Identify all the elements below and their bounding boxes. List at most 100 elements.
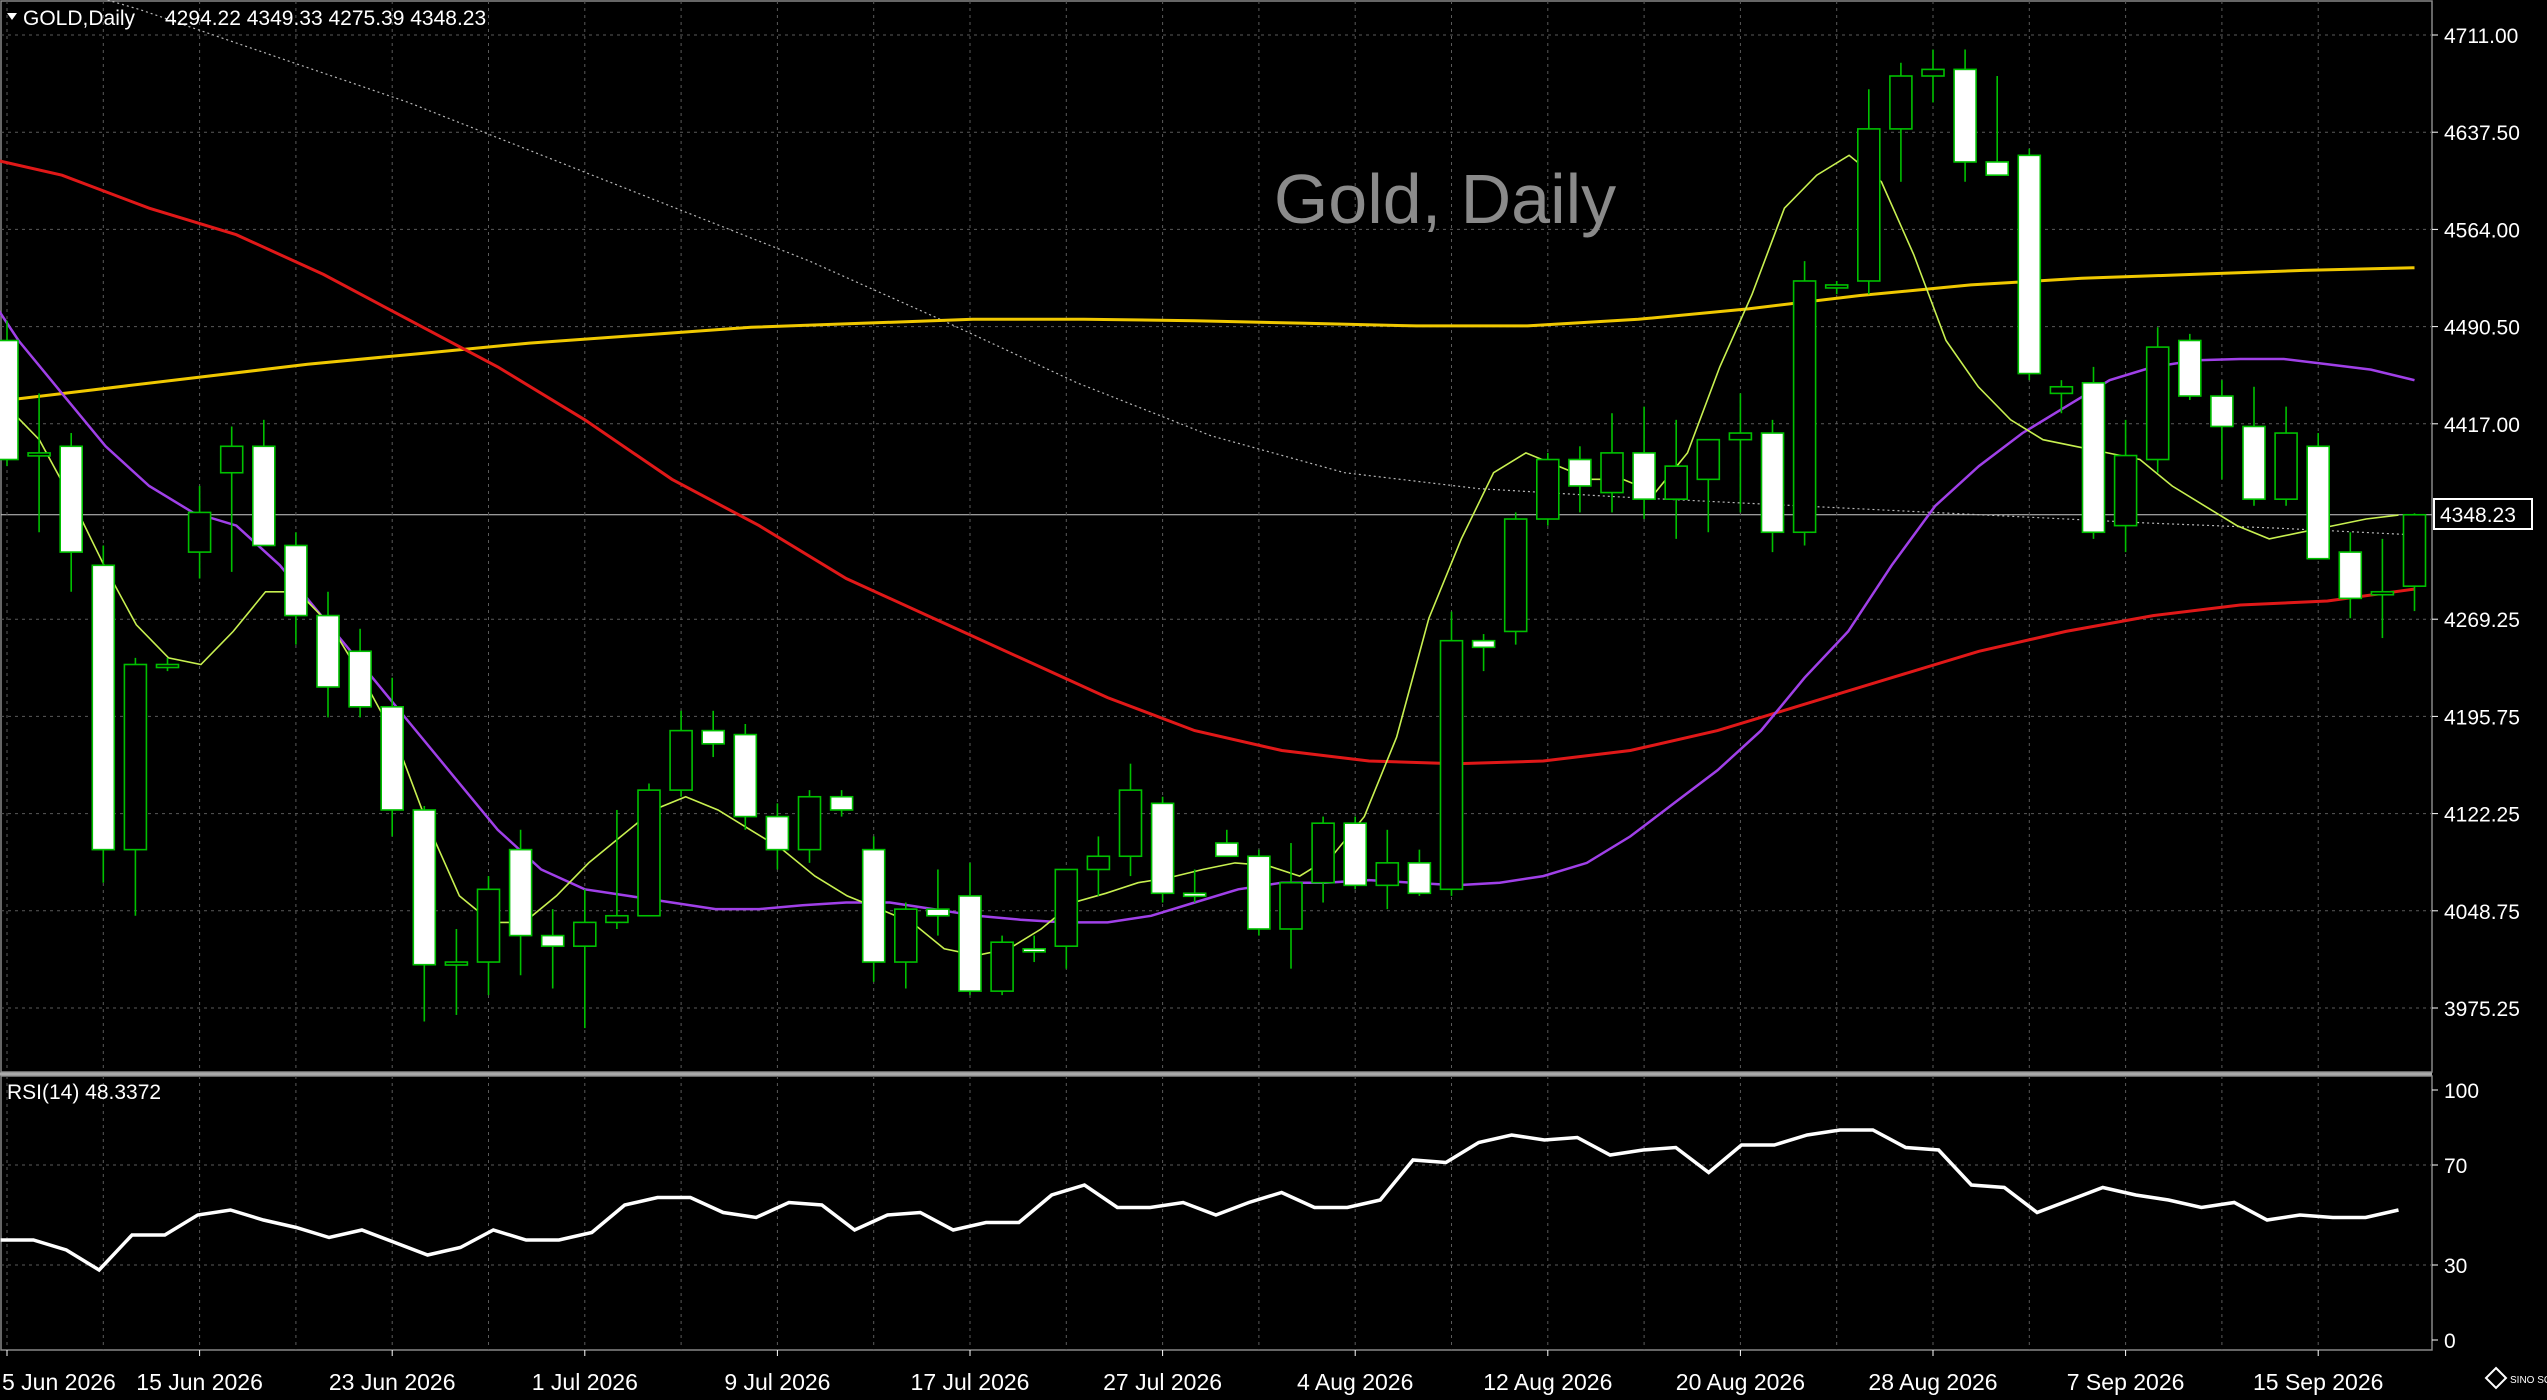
rsi-tick-label: 0 [2444,1330,2456,1353]
candle-body-bear [91,564,116,851]
candle [187,485,212,579]
candle-body-bull [2370,590,2395,596]
candle-body-bull [1086,855,1111,871]
candle-body-bear [284,544,308,617]
candle-body-bull [476,888,501,963]
candle-body-bear [0,339,19,461]
logo-text: SINO SOUND [2510,1375,2547,1386]
candle [155,657,180,672]
candle-body-bull [1054,868,1079,947]
candle [1536,452,1560,526]
candle [1022,935,1047,963]
candle [2210,380,2234,480]
candle [1343,816,1367,890]
x-tick-label: 9 Jul 2026 [724,1369,830,1395]
candle-body-bull [444,961,469,966]
candle [252,419,276,547]
candle-body-bull [1118,789,1143,858]
ohlc-values: 4294.22 4349.33 4275.39 4348.23 [165,7,486,30]
candle-body-bull [155,663,180,669]
y-tick-label: 4490.50 [2444,317,2520,340]
candle [2306,433,2330,560]
rsi-line [0,1128,2399,1273]
candle [27,393,51,533]
current-price-box [2433,498,2533,530]
x-tick-label: 28 Aug 2026 [1868,1369,1997,1395]
candle [1824,280,1849,295]
candle-body-bear [380,706,405,811]
candle [1857,89,1881,295]
candle-body-bull [1792,280,1817,534]
candle [2049,380,2074,414]
candle-body-bull [1664,465,1688,500]
candle [1728,393,1753,513]
candle-body-bear [508,848,533,937]
rsi-panel-frame [0,1075,2433,1351]
candle [1760,419,1785,553]
candle [412,805,437,1022]
candle-body-bear [1985,161,2009,176]
candle-body-bear [1632,452,1656,500]
x-tick-label: 1 Jul 2026 [532,1369,638,1395]
candle-body-bear [1215,842,1239,858]
chart-header[interactable]: GOLD,Daily 4294.22 4349.33 4275.39 4348.… [7,7,486,30]
candle [2081,366,2106,539]
candle-body-bull [669,729,693,791]
rsi-label: RSI(14) 48.3372 [7,1081,161,1104]
candle-body-bear [701,729,726,745]
x-tick-label: 5 Jun 2026 [2,1369,116,1395]
candle-body-bull [1375,862,1400,887]
candle [219,426,244,572]
candle-body-bear [926,908,950,917]
candle-body-bull [1439,639,1464,891]
candle-body-bear [861,848,886,963]
candle-body-bear [1150,802,1175,895]
candle-body-bear [1182,892,1207,898]
dropdown-triangle-icon[interactable] [7,13,17,20]
candle [1792,261,1817,546]
ma-red-line [0,159,2415,766]
candle [1953,49,1977,182]
candle-body-bull [2274,432,2298,500]
ma-dotted-line [105,0,2415,536]
candle-body-bear [252,445,276,547]
candle-body-bear [540,934,565,947]
candle [1086,836,1111,896]
candle-body-bull [2113,454,2138,527]
candle-body-bull [1311,822,1335,884]
candle-body-bear [2178,339,2202,397]
candle [1503,512,1528,645]
candle-body-bull [1824,284,1849,289]
candle-body-bull [990,941,1014,992]
candle [958,862,982,996]
candle [508,829,533,976]
price-panel-frame [0,0,2433,1073]
candle-body-bull [797,795,822,851]
candle [1118,763,1143,877]
candle [91,545,116,883]
candle [2274,406,2298,506]
candle-body-bear [2306,445,2330,560]
x-tick-label: 23 Jun 2026 [329,1369,456,1395]
candle [284,532,308,645]
candle [861,836,886,982]
candle [605,809,629,929]
rsi-tick-label: 70 [2444,1155,2467,1178]
candle-body-bull [1889,75,1913,130]
rsi-tick-label: 100 [2444,1080,2479,1103]
candle-body-bull [27,452,51,457]
candle [1568,446,1592,513]
candle [2017,148,2042,381]
candle [1664,419,1688,539]
candle-body-bull [1921,68,1945,77]
grid-layer [0,0,2433,1351]
candle [2242,386,2266,506]
candle-body-bear [1953,68,1977,163]
candle [797,790,822,863]
candle [1279,843,1303,969]
candle-body-bull [1600,452,1624,494]
candle-body-bear [733,733,758,818]
chart-watermark: Gold, Daily [1274,160,1616,238]
candle [1407,849,1432,896]
